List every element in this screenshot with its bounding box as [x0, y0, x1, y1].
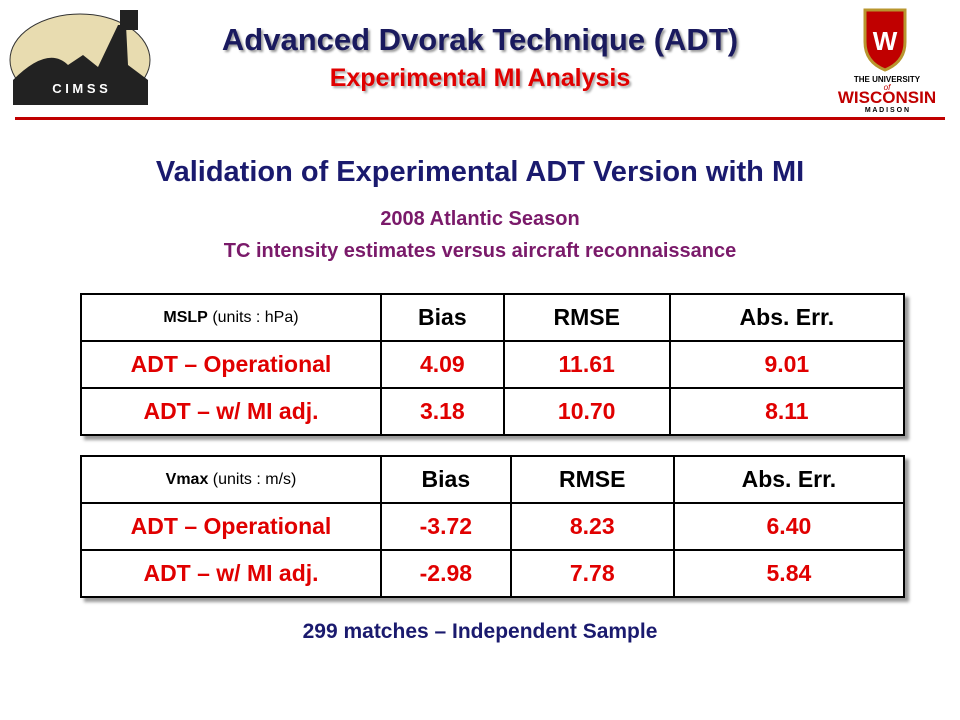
heading: Validation of Experimental ADT Version w… — [155, 156, 805, 188]
header-row: Vmax (units : m/s) Bias RMSE Abs. Err. — [80, 455, 906, 504]
logo-text: WISCONSIN — [838, 88, 936, 107]
cell: 9.01 — [668, 340, 906, 389]
header-cell: Vmax (units : m/s) — [80, 455, 382, 504]
cell: 4.09 — [380, 340, 505, 389]
data-table: Vmax (units : m/s) Bias RMSE Abs. Err. ADT –… — [80, 455, 906, 598]
cell: 8.11 — [668, 387, 906, 436]
column-header: RMSE — [509, 455, 675, 504]
data-row: ADT – Operational -3.72 8.23 6.40 — [80, 502, 906, 551]
subheading: TC intensity estimates versus aircraft r… — [223, 240, 737, 262]
subtitle: Experimental MI Analysis — [329, 64, 631, 92]
cell: 11.61 — [502, 340, 671, 389]
cimss-text: C I M S S — [52, 81, 108, 96]
column-header: Bias — [380, 455, 512, 504]
table-label: Vmax — [165, 470, 209, 488]
data-table: MSLP (units : hPa) Bias RMSE Abs. Err. ADT –… — [80, 293, 906, 436]
column-header: Abs. Err. — [668, 293, 906, 342]
cell: 6.40 — [672, 502, 906, 551]
cell: 3.18 — [380, 387, 505, 436]
cell: 5.84 — [672, 549, 906, 598]
cell: -2.98 — [380, 549, 512, 598]
wisconsin-logo: W THE UNIVERSITY of WISCONSIN M A D I S … — [838, 8, 936, 114]
table-units: (units : m/s) — [212, 470, 297, 488]
header-row: MSLP (units : hPa) Bias RMSE Abs. Err. — [80, 293, 906, 342]
data-row: ADT – w/ MI adj. 3.18 10.70 8.11 — [80, 387, 906, 436]
footer: 299 matches – Independent Sample — [302, 620, 658, 643]
cell: 8.23 — [509, 502, 675, 551]
logo-text: M A D I S O N — [865, 107, 909, 114]
cell: 10.70 — [502, 387, 671, 436]
cell: ADT – Operational — [80, 502, 382, 551]
cell: ADT – w/ MI adj. — [80, 549, 382, 598]
column-header: Bias — [380, 293, 505, 342]
cimss-logo: C I M S S — [9, 10, 151, 105]
table-units: (units : hPa) — [212, 308, 299, 326]
table-label: MSLP — [163, 308, 208, 326]
divider — [15, 117, 945, 120]
data-row: ADT – w/ MI adj. -2.98 7.78 5.84 — [80, 549, 906, 598]
column-header: RMSE — [502, 293, 671, 342]
column-header: Abs. Err. — [672, 455, 906, 504]
subheading: 2008 Atlantic Season — [380, 208, 580, 230]
logo-text: of — [884, 83, 891, 92]
cell: -3.72 — [380, 502, 512, 551]
title: Advanced Dvorak Technique (ADT) — [221, 22, 739, 57]
data-row: ADT – Operational 4.09 11.61 9.01 — [80, 340, 906, 389]
header-cell: MSLP (units : hPa) — [80, 293, 382, 342]
cell: 7.78 — [509, 549, 675, 598]
cell: ADT – w/ MI adj. — [80, 387, 382, 436]
crest-w: W — [873, 26, 898, 56]
cell: ADT – Operational — [80, 340, 382, 389]
logo-text: THE UNIVERSITY — [854, 75, 921, 84]
